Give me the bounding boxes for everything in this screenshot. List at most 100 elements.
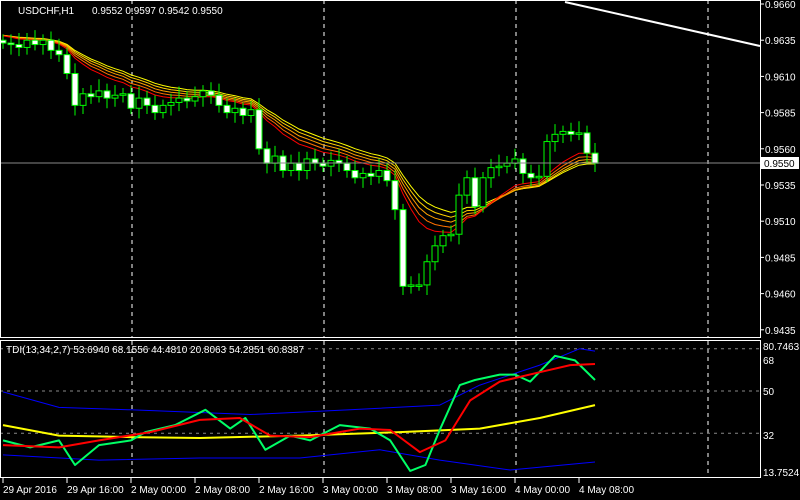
bullish-candle: [271, 155, 279, 164]
bearish-candle: [31, 39, 39, 46]
ema-line: [2, 34, 596, 218]
bullish-candle: [575, 132, 583, 135]
tdi-axis-label: 32: [763, 431, 775, 442]
tdi-header: TDI(13,34,2,7) 53.6940 68.1556 44.4810 2…: [6, 345, 304, 356]
bearish-candle: [71, 73, 79, 106]
bullish-candle: [79, 93, 87, 106]
bullish-candle: [191, 96, 199, 102]
bullish-candle: [231, 107, 239, 114]
bullish-candle: [487, 167, 495, 179]
price-tick-label: 0.9485: [765, 253, 796, 264]
bearish-candle: [127, 93, 135, 109]
bearish-candle: [527, 172, 535, 179]
bearish-candle: [383, 170, 391, 182]
bearish-candle: [63, 54, 71, 75]
bearish-candle: [143, 97, 151, 106]
bearish-candle: [399, 209, 407, 287]
tdi-axis-label: 50: [763, 387, 775, 398]
ema-ribbon: [2, 34, 596, 233]
price-tick-label: 0.9585: [765, 109, 796, 120]
bullish-candle: [535, 175, 543, 179]
bearish-candle: [87, 93, 95, 98]
price-axis: 0.9660 0.9635 0.9610 0.9585 0.9560 0.9535 0.95…: [760, 0, 796, 337]
bullish-candle: [175, 97, 183, 103]
bullish-candle: [503, 162, 511, 167]
main-window-frame: [0, 0, 761, 338]
price-tick-label: 0.9635: [765, 36, 796, 47]
tdi-axis-label: 80.7463: [763, 342, 800, 353]
bullish-candle: [415, 284, 423, 287]
price-tick-label: 0.9435: [765, 326, 796, 337]
bullish-candle: [111, 94, 119, 99]
bearish-candle: [223, 104, 231, 114]
bearish-candle: [239, 107, 247, 116]
time-tick-label: 29 Apr 16:00: [67, 485, 124, 496]
bearish-candle: [319, 162, 327, 167]
bullish-candle: [247, 109, 255, 116]
time-tick-label: 3 May 00:00: [323, 485, 378, 496]
bullish-candle: [559, 130, 567, 135]
current-price-box: [761, 157, 799, 169]
grid-lines: [0, 0, 760, 478]
time-tick-label: 3 May 08:00: [387, 485, 442, 496]
bullish-candle: [39, 39, 47, 46]
bearish-candle: [55, 49, 63, 56]
price-tick-label: 0.9610: [765, 72, 796, 83]
chart-ohlc: 0.9552 0.9597 0.9542 0.9550: [92, 6, 223, 17]
tdi-axis-label: 68: [763, 356, 775, 367]
current-price-label: 0.9550: [764, 159, 795, 170]
bearish-candle: [151, 104, 159, 114]
trendline[interactable]: [564, 1, 761, 47]
tdi-window-frame: [0, 340, 761, 478]
bullish-candle: [447, 233, 455, 237]
ema-line: [2, 35, 596, 233]
bearish-candle: [567, 130, 575, 135]
time-tick-label: 3 May 16:00: [451, 485, 506, 496]
bullish-candle: [199, 90, 207, 98]
bullish-candle: [431, 245, 439, 263]
bullish-candle: [439, 235, 447, 247]
tdi-upper-band: [2, 348, 596, 415]
bearish-candle: [367, 172, 375, 177]
bearish-candle: [591, 152, 599, 164]
bearish-candle: [7, 42, 15, 46]
bearish-candle: [583, 132, 591, 154]
bearish-candle: [519, 158, 527, 174]
bearish-candle: [183, 97, 191, 102]
bullish-candle: [135, 97, 143, 109]
bullish-candle: [287, 162, 295, 172]
bullish-candle: [23, 39, 31, 48]
bearish-candle: [15, 44, 23, 48]
bullish-candle: [167, 101, 175, 106]
time-tick-label: 2 May 08:00: [195, 485, 250, 496]
bullish-candle: [375, 170, 383, 177]
bearish-candle: [0, 39, 7, 44]
price-tick-label: 0.9560: [765, 145, 796, 156]
tdi-lines: [2, 348, 596, 472]
time-tick-label: 2 May 00:00: [131, 485, 186, 496]
bearish-candle: [391, 180, 399, 211]
time-axis: 29 Apr 2016 29 Apr 16:00 2 May 00:00 2 May …: [2, 478, 634, 496]
bearish-candle: [343, 162, 351, 172]
time-tick-label: 2 May 16:00: [259, 485, 314, 496]
price-tick-label: 0.9510: [765, 217, 796, 228]
time-tick-label: 4 May 00:00: [515, 485, 570, 496]
tdi-rsi-price-line: [2, 354, 596, 472]
bullish-candle: [463, 177, 471, 196]
price-tick-label: 0.9660: [765, 0, 796, 11]
tdi-axis: 80.7463 68 50 32 13.7524: [763, 342, 800, 479]
bullish-candle: [119, 93, 127, 96]
bearish-candle: [103, 90, 111, 99]
tdi-axis-label: 13.7524: [763, 468, 800, 479]
tdi-lower-band: [2, 449, 596, 471]
bearish-candle: [471, 177, 479, 208]
price-tick-label: 0.9460: [765, 290, 796, 301]
bullish-candle: [455, 194, 463, 235]
bearish-candle: [263, 148, 271, 164]
tdi-signal-line: [2, 363, 596, 454]
bullish-candle: [423, 261, 431, 286]
time-tick-label: 29 Apr 2016: [3, 485, 57, 496]
bearish-candle: [215, 94, 223, 106]
